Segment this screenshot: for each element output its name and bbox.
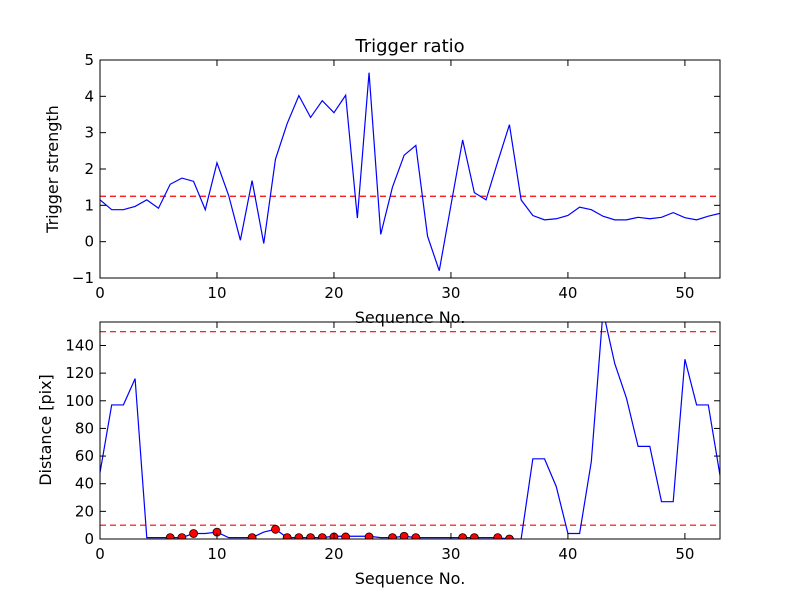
- x-tick-label: 10: [207, 545, 226, 563]
- data-marker: [317, 533, 327, 539]
- data-marker: [388, 533, 397, 539]
- series-line: [100, 72, 720, 271]
- x-tick-label: 40: [558, 284, 577, 302]
- x-tick-label: 0: [95, 545, 105, 563]
- data-marker: [247, 533, 257, 539]
- y-tick-label: 80: [75, 419, 94, 437]
- data-marker: [341, 532, 351, 539]
- distance-plot: Sequence No. Distance [pix] 0 10 20 30 40 500…: [36, 321, 721, 588]
- data-marker: [306, 533, 315, 539]
- x-tick-label: 30: [441, 284, 460, 302]
- y-tick-label: 0: [84, 233, 94, 251]
- data-marker: [364, 532, 374, 539]
- x-tick-label: 50: [675, 545, 694, 563]
- data-marker: [271, 524, 280, 534]
- x-tick-label: 20: [324, 545, 343, 563]
- y-tick-label: 60: [75, 447, 94, 465]
- x-tick-label: 20: [324, 284, 343, 302]
- y-tick-label: 1: [84, 196, 94, 214]
- data-marker: [177, 533, 187, 539]
- plot-content: 0 10 20 30 40 50 0 20 40 60 80 100 120 140: [65, 321, 721, 563]
- y-tick-label: 20: [75, 502, 94, 520]
- x-axis-label: Sequence No.: [355, 308, 466, 327]
- axes-frame: [99, 321, 721, 540]
- x-tick-label: 10: [207, 284, 226, 302]
- y-tick-label: 140: [65, 336, 94, 354]
- y-tick-label: 120: [65, 364, 94, 382]
- data-marker: [469, 533, 479, 539]
- x-tick-label: 40: [558, 545, 577, 563]
- plot-area: [100, 322, 720, 539]
- x-tick-label: 50: [675, 284, 694, 302]
- y-tick-label: 0: [84, 530, 94, 548]
- axes-frame: [99, 59, 721, 279]
- plot-title: Trigger ratio: [354, 36, 464, 57]
- data-marker: [411, 533, 421, 539]
- x-axis-label: Sequence No.: [355, 569, 466, 588]
- x-tick-label: 30: [441, 545, 460, 563]
- y-tick-label: 3: [84, 124, 94, 142]
- data-marker: [294, 533, 304, 539]
- y-axis-label: Distance [pix]: [36, 374, 55, 486]
- y-tick-label: 40: [75, 475, 94, 493]
- data-marker: [458, 533, 468, 539]
- y-tick-label: −1: [72, 269, 94, 287]
- y-tick-label: 100: [65, 392, 94, 410]
- data-marker: [493, 533, 503, 539]
- data-marker: [189, 529, 198, 538]
- data-marker: [282, 533, 292, 539]
- plot-area: [100, 72, 720, 271]
- y-tick-label: 5: [84, 51, 94, 69]
- y-axis-label: Trigger strength: [43, 105, 62, 234]
- series-line: [100, 322, 720, 539]
- x-tick-label: 0: [95, 284, 105, 302]
- y-tick-label: 4: [84, 87, 94, 105]
- data-marker: [399, 531, 409, 539]
- data-marker: [505, 534, 514, 539]
- data-marker: [165, 533, 175, 539]
- y-tick-label: 2: [84, 160, 94, 178]
